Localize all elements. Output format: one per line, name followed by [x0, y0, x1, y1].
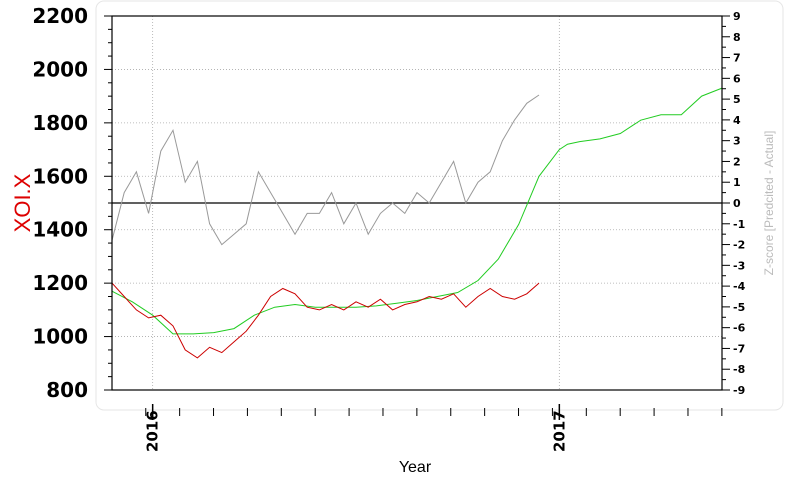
right-tick-label: 1: [733, 176, 741, 189]
right-tick-label: 5: [733, 93, 741, 106]
x-tick-label: 2016: [144, 410, 162, 452]
left-axis-labels: 800 1000 1200 1400 1600 1800 2000 2200: [32, 4, 88, 402]
left-tick-label: 1400: [32, 218, 88, 242]
right-axis-title: Z-score [Predcited - Actual]: [762, 131, 776, 276]
x-minor-ticks: [145, 404, 723, 420]
left-tick-label: 1800: [32, 111, 88, 135]
right-tick-label: 3: [733, 135, 741, 148]
right-tick-label: -9: [733, 384, 745, 397]
left-minor-ticks: [104, 15, 112, 391]
right-tick-label: -8: [733, 363, 745, 376]
left-tick-label: 800: [46, 378, 88, 402]
actual-series-line: [111, 282, 540, 359]
right-tick-label: 7: [733, 52, 741, 65]
right-tick-label: -5: [733, 301, 745, 314]
right-tick-label: -2: [733, 239, 745, 252]
right-tick-label: 4: [733, 114, 741, 127]
right-tick-label: 6: [733, 72, 741, 85]
plot-frame: [111, 15, 723, 391]
right-tick-label: 2: [733, 155, 741, 168]
right-tick-label: 9: [733, 10, 741, 23]
left-axis-title: XOI.X: [10, 173, 35, 232]
predicted-series-line: [111, 87, 723, 335]
left-tick-label: 1600: [32, 164, 88, 188]
right-tick-label: -7: [733, 342, 745, 355]
right-tick-label: -6: [733, 322, 746, 335]
right-minor-ticks: [722, 15, 730, 391]
x-axis-title: Year: [399, 459, 432, 476]
left-tick-label: 2000: [32, 57, 88, 81]
left-tick-label: 1200: [32, 271, 88, 295]
right-tick-label: -1: [733, 218, 745, 231]
right-tick-label: -3: [733, 259, 745, 272]
right-tick-label: 0: [733, 197, 741, 210]
left-tick-label: 1000: [32, 325, 88, 349]
right-axis-labels: -9 -8 -7 -6 -5 -4 -3 -2 -1 0 1 2 3 4 5 6 7 8 9: [733, 10, 746, 397]
x-axis-labels: 2016 2017: [144, 410, 569, 452]
left-tick-label: 2200: [32, 4, 88, 28]
x-tick-label: 2017: [550, 410, 568, 452]
right-tick-label: 8: [733, 31, 741, 44]
right-tick-label: -4: [733, 280, 746, 293]
zscore-series-line: [111, 94, 540, 246]
